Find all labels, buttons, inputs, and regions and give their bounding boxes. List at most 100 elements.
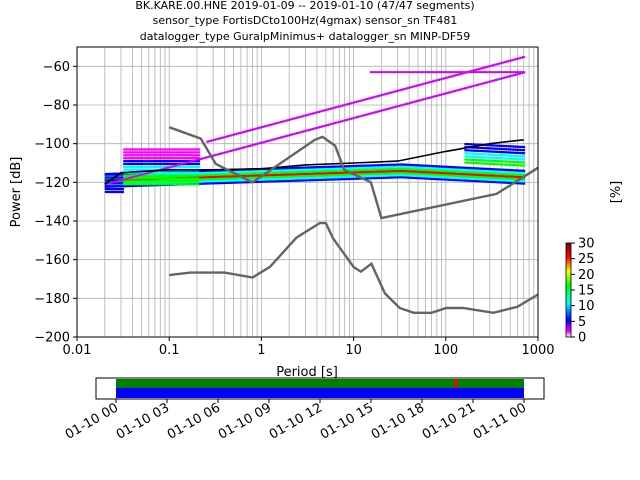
heatmap-cell [473, 179, 477, 183]
heatmap-cell [491, 178, 496, 181]
heatmap-cell [473, 158, 477, 162]
heatmap-cell [254, 172, 258, 175]
heatmap-cell [146, 172, 150, 175]
heatmap-cell [240, 172, 244, 175]
x-tick-label: 1000 [521, 343, 554, 358]
heatmap-cell [438, 169, 443, 172]
heatmap-cell [173, 177, 178, 180]
heatmap-cell [190, 178, 194, 181]
heatmap-cell [120, 180, 125, 184]
heatmap-cell [296, 179, 300, 182]
heatmap-cell [409, 174, 413, 177]
heatmap-cell [420, 175, 424, 178]
heatmap-cell [164, 167, 168, 170]
heatmap-cell [353, 116, 357, 119]
x-tick-label: 0.01 [63, 343, 92, 358]
heatmap-cell [277, 180, 281, 183]
heatmap-cell [178, 151, 182, 154]
heatmap-cell [107, 185, 111, 188]
heatmap-cell [326, 167, 330, 171]
heatmap-cell [478, 175, 482, 179]
heatmap-cell [501, 77, 505, 80]
heatmap-cell [130, 168, 134, 171]
heatmap-cell [309, 176, 314, 180]
psd-plot-area: 0.01 0.1 1 10 100 1000 −200−180−160−140−120−1… [9, 46, 555, 380]
heatmap-cell [284, 167, 288, 170]
heatmap-cell [443, 169, 447, 173]
heatmap-cell [471, 161, 475, 165]
heatmap-cell [116, 190, 120, 194]
time-tick-label: 01-10 00 [63, 400, 121, 442]
heatmap-cell [164, 157, 168, 160]
heatmap-cell [173, 172, 178, 176]
heatmap-cell [485, 169, 489, 173]
heatmap-cell [503, 151, 507, 154]
heatmap-cell [302, 130, 307, 133]
time-tick-label: 01-10 18 [369, 400, 427, 442]
heatmap-cell [512, 157, 516, 161]
heatmap-cell [353, 167, 357, 170]
heatmap-cell [180, 165, 185, 168]
heatmap-cell [127, 157, 132, 160]
heatmap-cell [517, 158, 521, 161]
heatmap-cell [173, 180, 178, 183]
heatmap-cell [249, 170, 254, 173]
heatmap-cell [226, 135, 231, 138]
heatmap-cell [422, 164, 427, 167]
heatmap-cell [194, 180, 198, 183]
heatmap-cell [448, 91, 452, 94]
heatmap-cell [190, 148, 194, 151]
heatmap-cell [434, 95, 438, 98]
heatmap-cell [455, 170, 459, 173]
heatmap-cell [480, 146, 484, 150]
heatmap-cell [485, 66, 489, 69]
heatmap-cell [240, 170, 244, 173]
heatmap-cell [376, 168, 380, 171]
heatmap-cell [143, 157, 148, 160]
heatmap-cell [381, 172, 385, 175]
heatmap-cell [160, 183, 164, 186]
heatmap-cell [206, 178, 210, 181]
heatmap-cell [160, 173, 164, 176]
heatmap-cell [418, 83, 422, 86]
heatmap-cell [480, 176, 484, 179]
heatmap-cell [434, 173, 438, 176]
heatmap-cell [155, 154, 159, 157]
heatmap-cell [203, 180, 208, 183]
heatmap-cell [425, 97, 429, 100]
heatmap-cell [323, 174, 327, 177]
heatmap-cell [425, 71, 429, 74]
heatmap-cell [139, 159, 143, 163]
heatmap-cell [273, 169, 277, 172]
heatmap-cell [499, 71, 503, 74]
heatmap-cell [418, 99, 422, 102]
heatmap-cell [443, 174, 447, 177]
heatmap-cell [402, 172, 406, 175]
heatmap-cell [305, 177, 309, 180]
heatmap-cell [273, 178, 277, 181]
time-tick-label: 01-10 15 [318, 400, 376, 442]
heatmap-cell [130, 177, 134, 180]
heatmap-cell [517, 151, 521, 155]
heatmap-cell [482, 156, 486, 159]
heatmap-cell [415, 164, 420, 167]
heatmap-cell [309, 179, 314, 182]
heatmap-cell [462, 72, 466, 75]
heatmap-cell [166, 148, 171, 151]
heatmap-cell [360, 175, 364, 178]
heatmap-cell [358, 166, 362, 170]
heatmap-cell [485, 178, 489, 181]
heatmap-cell [125, 157, 129, 160]
heatmap-cell [471, 179, 475, 183]
heatmap-cell [515, 161, 519, 164]
heatmap-cell [450, 90, 454, 93]
heatmap-cell [330, 165, 334, 168]
heatmap-cell [160, 168, 164, 171]
heatmap-cell [365, 175, 369, 178]
heatmap-cell [157, 181, 161, 185]
heatmap-cell [236, 148, 240, 151]
x-tick-label: 100 [433, 343, 458, 358]
heatmap-cell [471, 143, 475, 146]
heatmap-cell [277, 175, 281, 179]
heatmap-cell [245, 181, 249, 184]
